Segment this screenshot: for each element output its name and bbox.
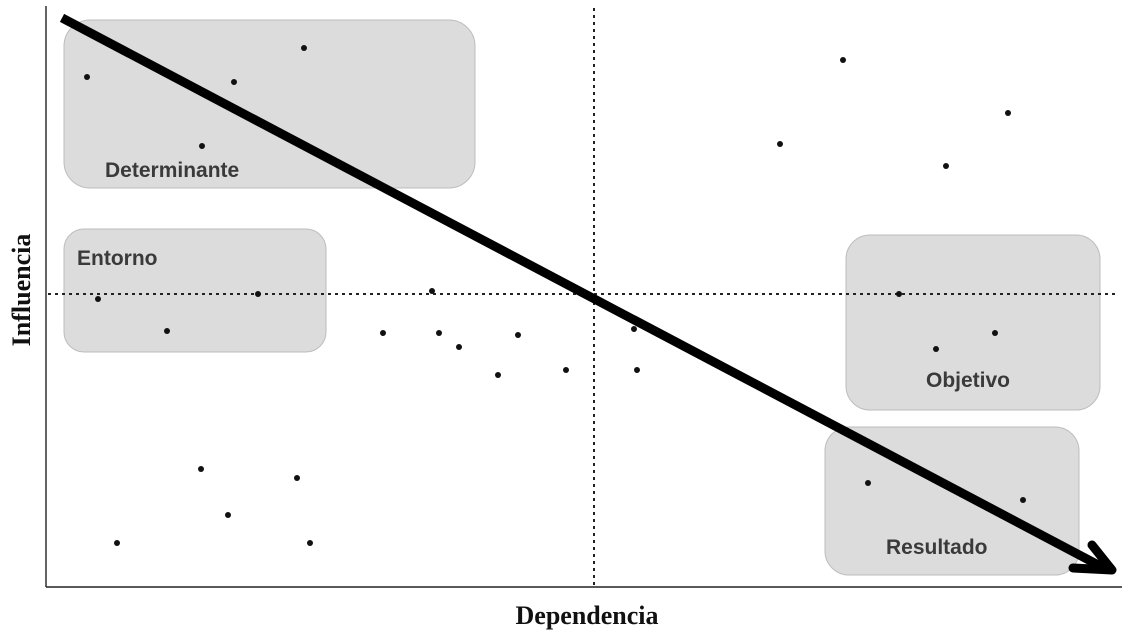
variable-point-p18 [563, 367, 569, 373]
trend-arrow-head [1068, 540, 1117, 575]
variable-point-p14 [436, 330, 442, 336]
variable-point-p29 [114, 540, 120, 546]
variable-point-p5 [840, 57, 846, 63]
zone-objetivo-label: Objetivo [926, 369, 1010, 392]
variable-point-p19 [631, 326, 637, 332]
variable-point-p28 [225, 512, 231, 518]
variable-point-p12 [164, 328, 170, 334]
variable-point-p15 [515, 332, 521, 338]
variable-point-p9 [95, 296, 101, 302]
variable-points [84, 45, 1026, 546]
y-axis-label: Influencia [7, 234, 36, 347]
variable-point-p27 [294, 475, 300, 481]
variable-point-p7 [777, 141, 783, 147]
zone-objetivo-box [845, 234, 1101, 411]
variable-point-p1 [84, 74, 90, 80]
variable-point-p20 [634, 367, 640, 373]
variable-point-p23 [933, 346, 939, 352]
zone-resultado-label: Resultado [886, 536, 988, 559]
variable-point-p24 [865, 480, 871, 486]
variable-point-p13 [380, 330, 386, 336]
variable-point-p6 [1005, 110, 1011, 116]
trend-arrow-shaft [59, 13, 1111, 575]
variable-point-p4 [199, 143, 205, 149]
zone-determinante-label: Determinante [105, 159, 239, 182]
variable-point-p21 [896, 291, 902, 297]
variable-point-p3 [231, 79, 237, 85]
variable-point-p2 [301, 45, 307, 51]
variable-point-p17 [495, 372, 501, 378]
variable-point-p16 [456, 344, 462, 350]
variable-point-p11 [429, 288, 435, 294]
x-axis-label: Dependencia [516, 601, 659, 630]
variable-point-p26 [198, 466, 204, 472]
variable-point-p8 [943, 163, 949, 169]
variable-point-p30 [307, 540, 313, 546]
zone-entorno-label: Entorno [77, 247, 157, 270]
variable-point-p10 [255, 291, 261, 297]
zone-entorno-box [63, 228, 327, 353]
variable-point-p25 [1020, 497, 1026, 503]
zone-determinante-box [63, 19, 476, 189]
variable-point-p22 [992, 330, 998, 336]
zone-resultado-box [824, 426, 1080, 576]
